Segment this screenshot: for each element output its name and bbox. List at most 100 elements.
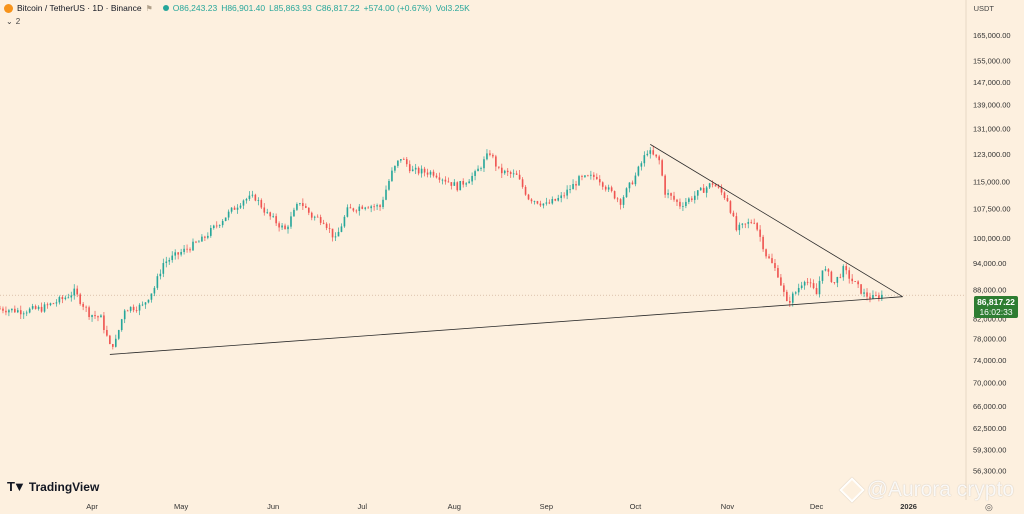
candle-body <box>37 306 40 309</box>
candle-body <box>224 217 227 222</box>
candle-body <box>696 190 699 196</box>
candle-body <box>759 229 761 237</box>
candle-body <box>450 182 453 186</box>
candle-body <box>584 175 586 177</box>
candle-body <box>610 187 613 192</box>
candle-body <box>218 225 221 226</box>
candle-body <box>334 236 337 238</box>
candle-body <box>708 183 711 188</box>
chevron-down-icon[interactable]: ⌄ <box>6 17 13 26</box>
candle-body <box>854 281 856 282</box>
candle-body <box>444 179 447 182</box>
candle-body <box>842 266 845 278</box>
market-status-icon <box>162 5 169 11</box>
volume-value: Vol3.25K <box>435 3 470 13</box>
candle-body <box>833 282 836 283</box>
candle-body <box>881 294 883 299</box>
trendlines[interactable] <box>109 144 903 355</box>
candle-body <box>839 276 842 278</box>
candle-body <box>794 292 797 294</box>
candle-body <box>85 306 87 308</box>
candle-body <box>123 310 126 320</box>
candle-body <box>14 308 16 313</box>
candle-body <box>857 281 859 285</box>
candle-body <box>221 221 224 226</box>
candle-body <box>503 170 506 174</box>
candle-body <box>183 248 185 252</box>
candle-body <box>619 199 622 205</box>
candle-body <box>162 263 165 274</box>
price-tick-label: 165,000.00 <box>973 31 1011 40</box>
symbol-title[interactable]: Bitcoin / TetherUS · 1D · Binance <box>17 3 142 13</box>
candle-body <box>144 302 147 305</box>
candle-body <box>16 310 19 313</box>
candle-body <box>691 198 693 200</box>
candle-body <box>186 248 188 250</box>
candle-body <box>340 226 343 232</box>
candle-body <box>129 306 132 311</box>
candle-body <box>495 156 497 167</box>
trendline[interactable] <box>109 296 903 355</box>
candle-body <box>702 187 705 193</box>
candle-body <box>0 308 1 310</box>
candle-body <box>756 223 758 230</box>
trendline[interactable] <box>650 144 903 298</box>
candle-body <box>720 187 723 193</box>
candle-body <box>379 205 381 208</box>
candle-body <box>88 307 90 318</box>
candle-body <box>631 182 634 185</box>
candle-body <box>361 206 364 209</box>
watermark-text: @Aurora crypto <box>866 478 1014 501</box>
candle-body <box>429 171 432 175</box>
candle-body <box>239 205 242 208</box>
price-tick-label: 123,000.00 <box>973 150 1011 159</box>
candle-body <box>305 206 307 208</box>
candle-body <box>598 179 601 183</box>
candle-body <box>423 168 426 173</box>
candle-body <box>786 291 788 302</box>
ohlc-open: O86,243.23 <box>172 3 218 13</box>
candle-body <box>658 156 660 161</box>
candle-body <box>693 195 696 200</box>
candle-body <box>325 223 328 229</box>
time-tick-label: Nov <box>721 502 735 511</box>
candle-body <box>590 174 592 176</box>
candle-body <box>435 175 438 178</box>
candle-body <box>230 207 233 212</box>
candle-body <box>180 251 182 255</box>
candle-body <box>750 222 753 223</box>
price-tick-label: 66,000.00 <box>973 402 1006 411</box>
candle-body <box>726 198 729 202</box>
candle-body <box>76 288 79 295</box>
logo-text: TradingView <box>28 479 100 494</box>
candle-body <box>563 195 565 197</box>
candle-body <box>738 224 741 231</box>
candle-body <box>875 295 877 296</box>
indicators-toggle[interactable]: ⌄ 2 <box>6 17 20 26</box>
candle-body <box>788 301 791 303</box>
candle-body <box>462 181 465 185</box>
currency-label[interactable]: USDT <box>973 4 994 13</box>
price-tick-label: 59,300.00 <box>973 446 1006 455</box>
settings-icon[interactable]: ◎ <box>985 502 993 512</box>
candle-body <box>542 203 545 206</box>
candle-body <box>147 299 150 303</box>
candle-body <box>548 202 551 204</box>
tradingview-logo-icon: T▼ <box>7 479 26 494</box>
candle-body <box>61 297 64 300</box>
time-axis[interactable]: Apr May Jun Jul Aug Sep Oct Nov Dec 2026 <box>86 502 917 511</box>
candle-body <box>141 304 144 306</box>
candle-body <box>394 165 396 171</box>
tradingview-logo[interactable]: T▼ TradingView <box>7 479 99 494</box>
candle-body <box>355 210 358 212</box>
time-tick-label: Dec <box>810 502 824 511</box>
candle-body <box>604 186 607 190</box>
price-axis[interactable]: 165,000.00 155,000.00 147,000.00 139,000.00… <box>965 0 1011 500</box>
candle-body <box>506 170 509 173</box>
candle-body <box>744 223 747 225</box>
candle-body <box>578 176 580 186</box>
candle-body <box>815 288 818 295</box>
price-tick-label: 70,000.00 <box>973 378 1006 387</box>
flag-icon[interactable]: ⚑ <box>145 3 153 13</box>
